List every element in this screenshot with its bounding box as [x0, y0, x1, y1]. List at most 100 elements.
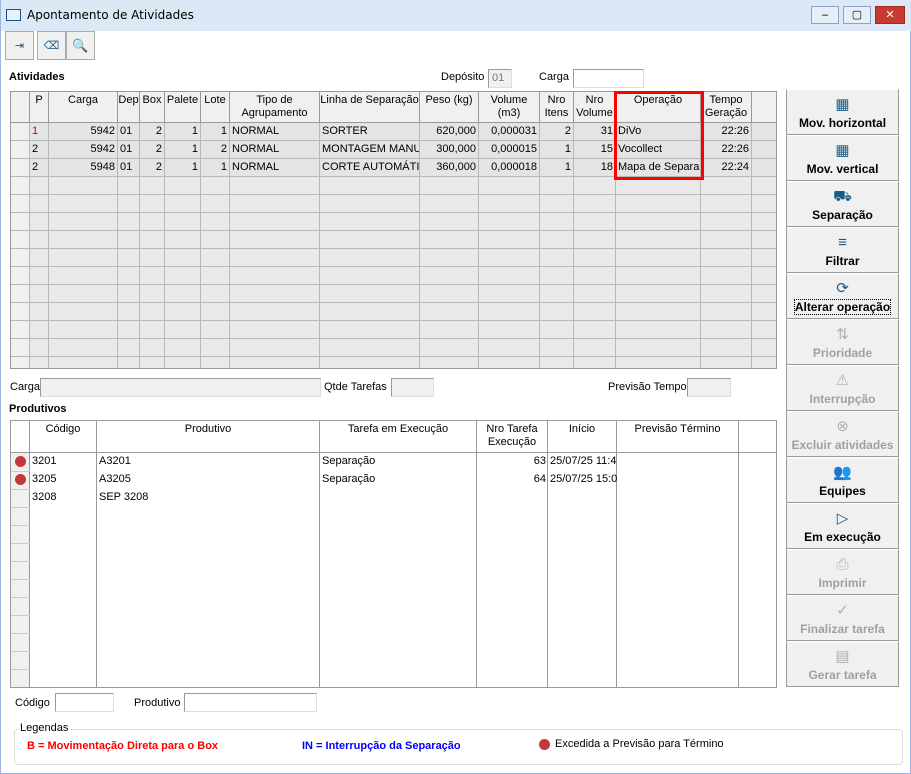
table-cell[interactable]: 1: [540, 159, 574, 177]
table-cell[interactable]: A3205: [99, 473, 131, 485]
produtivos-grid[interactable]: Código Produtivo Tarefa em Execução Nro Tar…: [10, 420, 777, 688]
table-cell[interactable]: 5948: [49, 159, 118, 177]
row-indicator[interactable]: [11, 489, 30, 507]
table-cell[interactable]: [752, 141, 776, 159]
close-button[interactable]: ✕: [875, 6, 905, 24]
column-header[interactable]: Nro Volume: [574, 92, 616, 123]
table-cell[interactable]: [739, 489, 776, 507]
table-cell[interactable]: [617, 489, 739, 507]
column-header[interactable]: [739, 421, 776, 453]
table-cell[interactable]: [617, 471, 739, 489]
table-cell[interactable]: 300,000: [420, 141, 479, 159]
table-cell[interactable]: 22:26: [701, 141, 752, 159]
column-header[interactable]: [11, 421, 30, 453]
table-cell[interactable]: 2: [201, 141, 230, 159]
table-cell[interactable]: 1: [540, 141, 574, 159]
table-cell[interactable]: [752, 123, 776, 141]
produtivo-input[interactable]: [184, 693, 317, 712]
table-cell[interactable]: 620,000: [420, 123, 479, 141]
atividades-grid[interactable]: P Carga Dep Box Palete Lote Tipo de Agrupament…: [10, 91, 777, 369]
codigo-input[interactable]: [55, 693, 114, 712]
action-button-mov-vertical[interactable]: ▦ Mov. vertical: [786, 135, 899, 181]
column-header[interactable]: Previsão Término: [617, 421, 739, 453]
table-cell[interactable]: 0,000018: [479, 159, 540, 177]
table-cell[interactable]: 1: [165, 141, 201, 159]
exit-button[interactable]: ⇥: [5, 31, 34, 60]
previsao-tempo-input[interactable]: [687, 378, 731, 397]
table-cell[interactable]: 01: [118, 159, 140, 177]
column-header[interactable]: Box: [140, 92, 165, 123]
table-cell[interactable]: [477, 489, 548, 507]
column-header[interactable]: Nro Itens: [540, 92, 574, 123]
action-button-em-execu-o[interactable]: ▷ Em execução: [786, 503, 899, 549]
table-cell[interactable]: SEP 3208: [99, 491, 149, 503]
table-cell[interactable]: 1: [201, 123, 230, 141]
action-button-prioridade[interactable]: ⇅ Prioridade: [786, 319, 899, 365]
action-button-separa-o[interactable]: ⛟ Separação: [786, 181, 899, 227]
table-cell[interactable]: 5942: [49, 123, 118, 141]
search-button[interactable]: 🔍: [66, 31, 95, 60]
column-header[interactable]: Dep: [118, 92, 140, 123]
table-cell[interactable]: [11, 159, 30, 177]
table-cell[interactable]: 2: [140, 159, 165, 177]
table-cell[interactable]: 2: [30, 141, 49, 159]
table-cell[interactable]: [752, 159, 776, 177]
carga-input[interactable]: [573, 69, 644, 88]
table-cell[interactable]: 22:24: [701, 159, 752, 177]
table-cell[interactable]: 3208: [32, 491, 57, 503]
table-cell[interactable]: 64: [533, 473, 546, 485]
table-cell[interactable]: SORTER: [320, 123, 420, 141]
table-cell[interactable]: Mapa de Separa: [616, 159, 701, 177]
column-header[interactable]: Linha de Separação: [320, 92, 420, 123]
table-cell[interactable]: CORTE AUTOMÁTI: [320, 159, 420, 177]
column-header[interactable]: [11, 92, 30, 123]
minimize-button[interactable]: –: [811, 6, 839, 24]
action-button-filtrar[interactable]: ≡ Filtrar: [786, 227, 899, 273]
summary-carga-input[interactable]: [40, 378, 321, 397]
table-cell[interactable]: 2: [140, 123, 165, 141]
table-cell[interactable]: NORMAL: [230, 141, 320, 159]
column-header[interactable]: Peso (kg): [420, 92, 479, 123]
table-cell[interactable]: 63: [533, 455, 546, 467]
table-cell[interactable]: 360,000: [420, 159, 479, 177]
maximize-button[interactable]: ▢: [843, 6, 871, 24]
table-cell[interactable]: 18: [574, 159, 616, 177]
action-button-mov-horizontal[interactable]: ▦ Mov. horizontal: [786, 89, 899, 135]
table-cell[interactable]: 0,000015: [479, 141, 540, 159]
table-cell[interactable]: [320, 489, 477, 507]
column-header[interactable]: Nro Tarefa Execução: [477, 421, 548, 453]
column-header[interactable]: Operação: [616, 92, 701, 123]
table-cell[interactable]: 0,000031: [479, 123, 540, 141]
column-header[interactable]: Tarefa em Execução: [320, 421, 477, 453]
table-cell[interactable]: [548, 489, 617, 507]
column-header[interactable]: [752, 92, 776, 123]
table-cell[interactable]: Vocollect: [616, 141, 701, 159]
table-cell[interactable]: DiVo: [616, 123, 701, 141]
column-header[interactable]: Produtivo: [97, 421, 320, 453]
action-button-alterar-opera-o[interactable]: ⟳ Alterar operação: [786, 273, 899, 319]
table-cell[interactable]: 5942: [49, 141, 118, 159]
action-button-excluir-atividades[interactable]: ⊗ Excluir atividades: [786, 411, 899, 457]
table-cell[interactable]: 25/07/25 15:03: [550, 473, 617, 485]
table-cell[interactable]: [11, 141, 30, 159]
table-cell[interactable]: 2: [30, 159, 49, 177]
action-button-finalizar-tarefa[interactable]: ✓ Finalizar tarefa: [786, 595, 899, 641]
table-cell[interactable]: 3205: [32, 473, 57, 485]
table-cell[interactable]: A3201: [99, 455, 131, 467]
table-cell[interactable]: [11, 123, 30, 141]
table-cell[interactable]: 1: [165, 159, 201, 177]
table-cell[interactable]: 1: [30, 123, 49, 141]
table-cell[interactable]: 01: [118, 123, 140, 141]
table-cell[interactable]: 25/07/25 11:42: [550, 455, 617, 467]
table-cell[interactable]: 1: [165, 123, 201, 141]
action-button-gerar-tarefa[interactable]: ▤ Gerar tarefa: [786, 641, 899, 687]
column-header[interactable]: Lote: [201, 92, 230, 123]
row-indicator[interactable]: [11, 471, 30, 489]
row-indicator[interactable]: [11, 453, 30, 471]
action-button-imprimir[interactable]: ⎙ Imprimir: [786, 549, 899, 595]
table-cell[interactable]: 1: [201, 159, 230, 177]
table-cell[interactable]: NORMAL: [230, 123, 320, 141]
action-button-interrup-o[interactable]: ⚠ Interrupção: [786, 365, 899, 411]
deposito-input[interactable]: 01: [488, 69, 512, 88]
column-header[interactable]: Carga: [49, 92, 118, 123]
